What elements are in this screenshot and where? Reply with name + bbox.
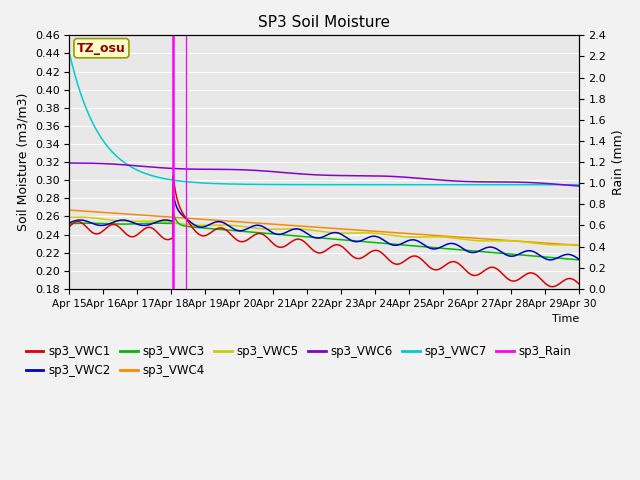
Y-axis label: Soil Moisture (m3/m3): Soil Moisture (m3/m3)	[16, 93, 29, 231]
Text: TZ_osu: TZ_osu	[77, 42, 126, 55]
Legend: sp3_VWC1, sp3_VWC2, sp3_VWC3, sp3_VWC4, sp3_VWC5, sp3_VWC6, sp3_VWC7, sp3_Rain: sp3_VWC1, sp3_VWC2, sp3_VWC3, sp3_VWC4, …	[21, 340, 576, 382]
Y-axis label: Rain (mm): Rain (mm)	[612, 129, 625, 195]
X-axis label: Time: Time	[552, 314, 579, 324]
Title: SP3 Soil Moisture: SP3 Soil Moisture	[258, 15, 390, 30]
